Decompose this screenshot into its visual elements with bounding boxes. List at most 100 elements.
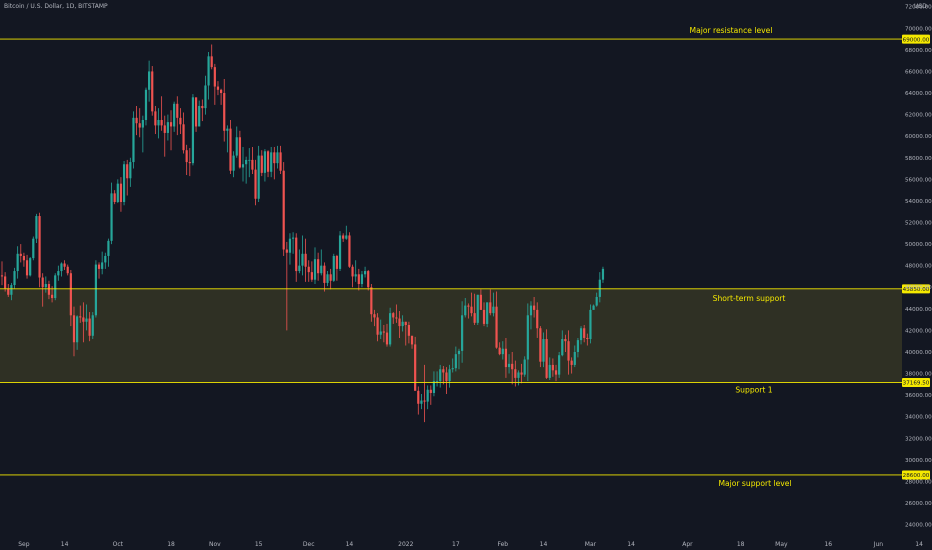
- candle-body: [44, 284, 47, 288]
- candle-body: [191, 97, 195, 164]
- candle-body: [579, 328, 583, 341]
- candle-body: [50, 294, 54, 299]
- x-tick-label: 14: [346, 541, 354, 548]
- candle-body: [432, 381, 436, 393]
- candle-body: [151, 71, 154, 112]
- candle-body: [235, 137, 238, 156]
- candle-body: [79, 316, 82, 318]
- candle-body: [157, 119, 160, 126]
- y-tick-label: 62000.00: [905, 113, 932, 119]
- x-tick-label: Oct: [113, 541, 124, 548]
- candle-body: [94, 264, 97, 316]
- candle-body: [141, 119, 144, 128]
- x-tick-label: Feb: [497, 541, 508, 548]
- candle-body: [320, 265, 323, 274]
- candle-body: [22, 255, 26, 261]
- candle-body: [129, 162, 132, 179]
- candle-body: [482, 309, 486, 324]
- candle-body: [407, 325, 410, 336]
- level-label: Major support level: [718, 479, 791, 488]
- candle-body: [298, 265, 301, 272]
- candle-body: [379, 331, 382, 335]
- candle-body: [570, 360, 573, 365]
- candle-body: [329, 274, 332, 281]
- candle-body: [360, 274, 364, 285]
- candle-body: [357, 274, 360, 285]
- candle-body: [507, 363, 511, 368]
- x-tick-label: 14: [627, 541, 635, 548]
- candle-body: [338, 235, 342, 269]
- symbol-title: Bitcoin / U.S. Dollar, 1D, BITSTAMP: [4, 3, 108, 10]
- candle-body: [113, 193, 116, 202]
- y-tick-label: 30000.00: [905, 458, 932, 464]
- candle-body: [464, 305, 467, 316]
- candle-body: [148, 71, 151, 90]
- candle-body: [295, 237, 298, 272]
- candle-body: [110, 193, 113, 241]
- candle-body: [66, 266, 69, 274]
- candle-body: [307, 266, 310, 273]
- y-tick-label: 38000.00: [905, 372, 932, 378]
- candle-body: [176, 103, 179, 118]
- candle-body: [439, 369, 442, 382]
- candle-body: [429, 389, 432, 393]
- y-tick-label: 28000.00: [905, 479, 932, 485]
- candle-body: [304, 253, 307, 267]
- candle-body: [238, 137, 241, 168]
- candle-body: [254, 169, 257, 199]
- y-tick-label: 52000.00: [905, 221, 932, 227]
- candle-body: [291, 237, 295, 239]
- candle-body: [335, 255, 339, 269]
- y-tick-label: 72000.00: [905, 5, 932, 11]
- candle-body: [586, 337, 589, 340]
- candle-body: [551, 364, 554, 371]
- candle-body: [163, 125, 166, 133]
- candle-body: [348, 235, 351, 267]
- level-label: Support 1: [735, 386, 772, 395]
- candle-body: [420, 400, 423, 404]
- candle-body: [276, 152, 279, 164]
- candle-body: [448, 369, 451, 382]
- support-zone: [0, 288, 902, 383]
- candle-body: [88, 318, 91, 336]
- candle-body: [310, 272, 313, 280]
- candle-body: [592, 305, 595, 310]
- candle-body: [301, 253, 304, 266]
- candle-body: [583, 328, 586, 338]
- candle-body: [554, 370, 558, 375]
- candle-body: [426, 389, 429, 402]
- y-tick-label: 58000.00: [905, 156, 932, 162]
- x-tick-label: 17: [452, 541, 460, 548]
- candle-body: [323, 265, 326, 283]
- candle-body: [160, 119, 163, 126]
- candle-body: [326, 274, 329, 283]
- candle-body: [354, 274, 357, 277]
- candle-body: [57, 271, 60, 276]
- candle-body: [273, 152, 276, 164]
- price-axis: 72000.00 70000.00 68000.00 66000.00 64000.00…: [905, 5, 932, 529]
- candle-body: [47, 284, 51, 295]
- candle-body: [263, 151, 267, 173]
- candle-body: [260, 155, 263, 173]
- x-tick-label: 18: [167, 541, 175, 548]
- x-tick-label: 18: [737, 541, 745, 548]
- candle-body: [533, 305, 536, 310]
- candle-body: [188, 162, 191, 164]
- candle-body: [279, 152, 282, 171]
- candle-body: [19, 253, 22, 256]
- candle-body: [454, 354, 457, 369]
- y-tick-label: 50000.00: [905, 242, 932, 248]
- candle-body: [536, 309, 539, 329]
- candle-body: [169, 122, 173, 127]
- candle-body: [173, 103, 176, 127]
- x-tick-label: 15: [255, 541, 263, 548]
- candle-body: [207, 56, 210, 86]
- candle-body: [251, 159, 254, 170]
- level-price-tag: [902, 378, 930, 388]
- x-tick-label: Sep: [18, 541, 30, 548]
- candle-body: [395, 317, 398, 319]
- candle-body: [204, 85, 207, 109]
- level-price-tag-text: 69000.00: [903, 37, 930, 43]
